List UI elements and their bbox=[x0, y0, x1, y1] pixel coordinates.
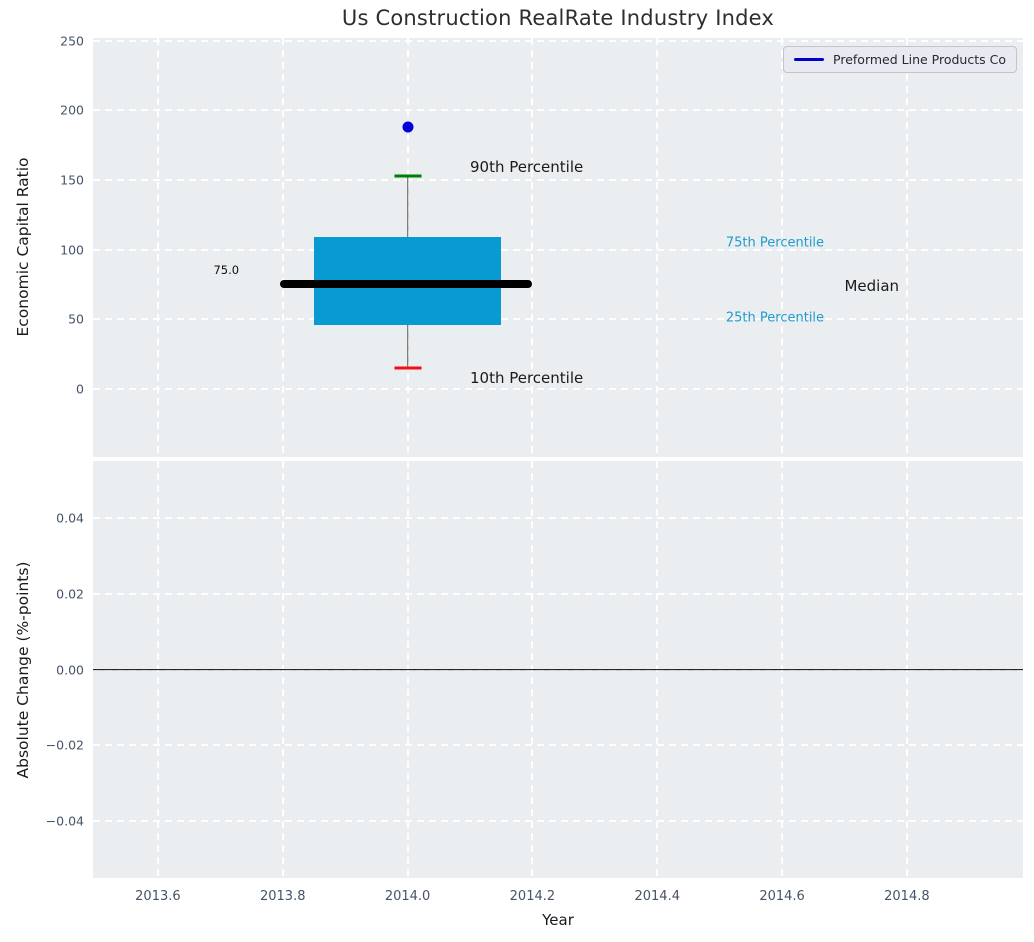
y-tick-label: 50 bbox=[68, 311, 84, 327]
x-tick-label: 2014.0 bbox=[384, 889, 431, 904]
y-tick-label: 0.02 bbox=[56, 586, 84, 602]
gridline-y bbox=[93, 517, 1023, 520]
x-tick-label: 2014.2 bbox=[509, 889, 556, 904]
x-axis-label: Year bbox=[542, 911, 574, 929]
x-tick-label: 2013.6 bbox=[135, 889, 181, 904]
y-tick-label: 0 bbox=[76, 381, 84, 397]
annotation-median: Median bbox=[844, 276, 900, 295]
annotation-10th-percentile: 10th Percentile bbox=[469, 368, 584, 387]
gridline-y bbox=[93, 109, 1023, 112]
y-tick-label: 100 bbox=[60, 242, 84, 258]
annotation-25th-percentile: 25th Percentile bbox=[725, 310, 825, 326]
gridline-x bbox=[531, 38, 534, 457]
y-tick-label: 250 bbox=[60, 33, 84, 49]
x-tick-label: 2014.6 bbox=[759, 889, 805, 904]
y-tick-label: 0.04 bbox=[56, 510, 84, 526]
y-axis-label-bottom: Absolute Change (%-points) bbox=[14, 561, 32, 779]
plot-absolute-change: 2013.6 2013.8 2014.0 2014.2 2014.4 2014.6 2014… bbox=[46, 461, 1023, 904]
x-tick-label: 2014.8 bbox=[884, 889, 930, 904]
x-tick-label: 2013.8 bbox=[259, 889, 306, 904]
gridline-y bbox=[93, 248, 1023, 251]
gridline-x bbox=[281, 38, 284, 457]
y-tick-label: −0.04 bbox=[45, 813, 84, 829]
y-tick-label: 150 bbox=[60, 172, 84, 188]
annotation-90th-percentile: 90th Percentile bbox=[469, 158, 584, 177]
gridline-y bbox=[93, 592, 1023, 595]
y-axis-label-top: Economic Capital Ratio bbox=[14, 157, 32, 337]
gridline-x bbox=[905, 38, 908, 457]
gridline-x bbox=[656, 38, 659, 457]
gridline-y bbox=[93, 387, 1023, 390]
legend: Preformed Line Products Co bbox=[783, 46, 1017, 73]
annotation-75th-percentile: 75th Percentile bbox=[725, 235, 825, 251]
y-tick-label: −0.02 bbox=[45, 737, 84, 753]
legend-label: Preformed Line Products Co bbox=[833, 52, 1006, 67]
median-line bbox=[279, 280, 533, 289]
gridline-x bbox=[156, 38, 159, 457]
chart-title: Us Construction RealRate Industry Index bbox=[341, 6, 775, 30]
plot-economic-capital-ratio: Preformed Line Products Co 0 50 100 150 200 2… bbox=[60, 33, 1023, 457]
x-tick-label: 2014.4 bbox=[634, 889, 680, 904]
legend-line-swatch bbox=[794, 58, 825, 61]
gridline-y bbox=[93, 39, 1023, 42]
annotation-75-0: 75.0 bbox=[213, 263, 240, 278]
y-tick-label: 200 bbox=[60, 102, 84, 118]
cap-90th-percentile bbox=[394, 174, 422, 178]
gridline-x bbox=[781, 38, 784, 457]
zero-line bbox=[93, 668, 1023, 671]
gridline-y bbox=[93, 178, 1023, 181]
company-data-point bbox=[402, 121, 414, 133]
gridline-y bbox=[93, 819, 1023, 822]
y-tick-label: 0.00 bbox=[56, 662, 84, 677]
cap-10th-percentile bbox=[394, 366, 422, 370]
gridline-y bbox=[93, 744, 1023, 747]
gridline-y bbox=[93, 318, 1023, 321]
